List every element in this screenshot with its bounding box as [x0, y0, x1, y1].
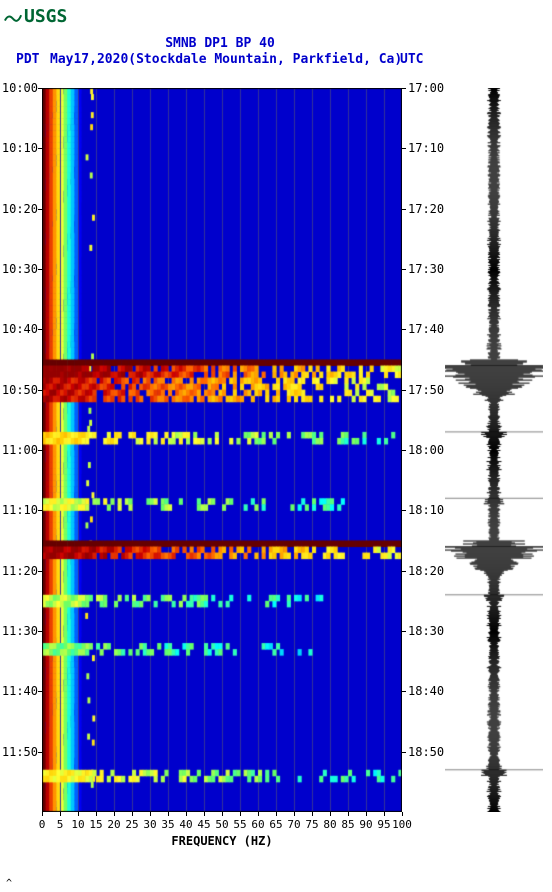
y-right-tick-label: 18:50: [408, 745, 444, 759]
y-left-tick-label: 10:00: [2, 81, 38, 95]
x-axis-title: FREQUENCY (HZ): [42, 834, 402, 848]
x-tick-label: 50: [215, 818, 228, 831]
x-tick-label: 60: [251, 818, 264, 831]
y-left-tick-label: 10:50: [2, 383, 38, 397]
x-tick-label: 30: [143, 818, 156, 831]
x-tick-label: 100: [392, 818, 412, 831]
x-tick-label: 10: [71, 818, 84, 831]
x-tick-label: 20: [107, 818, 120, 831]
y-right-tick-label: 17:50: [408, 383, 444, 397]
y-right-tick-label: 18:00: [408, 443, 444, 457]
x-tick-label: 95: [377, 818, 390, 831]
corner-mark: ^: [6, 878, 12, 889]
y-right-tick-label: 18:20: [408, 564, 444, 578]
usgs-logo: USGS: [4, 6, 67, 27]
x-tick-label: 15: [89, 818, 102, 831]
tz-utc-label: UTC: [400, 52, 423, 67]
x-tick-label: 65: [269, 818, 282, 831]
y-left-tick-label: 10:10: [2, 141, 38, 155]
y-left-tick-label: 10:30: [2, 262, 38, 276]
y-left-tick-label: 11:10: [2, 503, 38, 517]
y-right-tick-label: 18:40: [408, 684, 444, 698]
y-right-tick-label: 17:40: [408, 322, 444, 336]
x-tick-label: 40: [179, 818, 192, 831]
y-left-tick-label: 11:20: [2, 564, 38, 578]
x-tick-label: 85: [341, 818, 354, 831]
x-tick-label: 75: [305, 818, 318, 831]
x-tick-label: 35: [161, 818, 174, 831]
chart-title: SMNB DP1 BP 40: [0, 36, 440, 51]
x-tick-label: 5: [57, 818, 64, 831]
y-left-tick-label: 10:20: [2, 202, 38, 216]
y-right-tick-label: 18:30: [408, 624, 444, 638]
y-left-tick-label: 11:30: [2, 624, 38, 638]
tz-pdt-label: PDT: [16, 52, 39, 67]
y-right-tick-label: 17:00: [408, 81, 444, 95]
x-tick-label: 45: [197, 818, 210, 831]
date-station-label: May17,2020(Stockdale Mountain, Parkfield…: [50, 52, 402, 67]
x-tick-label: 70: [287, 818, 300, 831]
x-tick-label: 80: [323, 818, 336, 831]
y-left-tick-label: 10:40: [2, 322, 38, 336]
spectrogram-canvas: [42, 88, 402, 812]
x-tick-label: 0: [39, 818, 46, 831]
usgs-wave-icon: [4, 8, 22, 26]
x-tick-label: 90: [359, 818, 372, 831]
y-right-tick-label: 17:20: [408, 202, 444, 216]
y-left-tick-label: 11:00: [2, 443, 38, 457]
y-left-tick-label: 11:50: [2, 745, 38, 759]
y-right-tick-label: 17:10: [408, 141, 444, 155]
x-tick-label: 55: [233, 818, 246, 831]
y-left-tick-label: 11:40: [2, 684, 38, 698]
x-tick-label: 25: [125, 818, 138, 831]
waveform-canvas: [445, 88, 543, 812]
y-right-tick-label: 17:30: [408, 262, 444, 276]
y-right-tick-label: 18:10: [408, 503, 444, 517]
waveform-panel: [445, 88, 543, 812]
usgs-logo-text: USGS: [24, 6, 67, 27]
spectrogram-plot: 10:0017:0010:1017:1010:2017:2010:3017:30…: [42, 88, 402, 812]
